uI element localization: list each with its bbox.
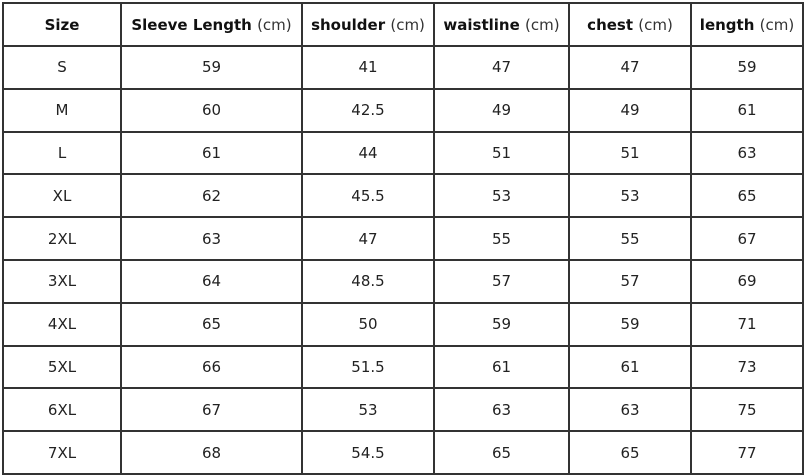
measurement-cell: 60 bbox=[120, 87, 303, 133]
measurement-cell: 75 bbox=[690, 387, 804, 433]
measurement-cell: 61 bbox=[568, 344, 692, 390]
header-row: Size Sleeve Length (cm) shoulder (cm) waist… bbox=[2, 2, 804, 47]
size-cell: 5XL bbox=[2, 344, 122, 390]
table-row: 5XL 66 51.5 61 61 73 bbox=[2, 344, 804, 390]
measurement-cell: 51 bbox=[568, 130, 692, 176]
size-cell: XL bbox=[2, 173, 122, 219]
measurement-cell: 65 bbox=[690, 173, 804, 219]
table-row: 6XL 67 53 63 63 75 bbox=[2, 387, 804, 433]
column-header-name: chest bbox=[587, 15, 634, 34]
table-row: 3XL 64 48.5 57 57 69 bbox=[2, 258, 804, 304]
measurement-cell: 59 bbox=[120, 45, 303, 90]
measurement-cell: 42.5 bbox=[301, 87, 435, 133]
size-cell: M bbox=[2, 87, 122, 133]
measurement-cell: 69 bbox=[690, 258, 804, 304]
column-header-unit: (cm) bbox=[390, 15, 425, 34]
measurement-cell: 53 bbox=[568, 173, 692, 219]
measurement-cell: 73 bbox=[690, 344, 804, 390]
size-cell: L bbox=[2, 130, 122, 176]
column-header-unit: (cm) bbox=[759, 15, 795, 34]
table-row: M 60 42.5 49 49 61 bbox=[2, 87, 804, 133]
column-header-unit: (cm) bbox=[638, 15, 673, 34]
measurement-cell: 51 bbox=[433, 130, 570, 176]
measurement-cell: 65 bbox=[433, 430, 570, 475]
column-header: chest (cm) bbox=[568, 2, 692, 47]
table-row: 2XL 63 47 55 55 67 bbox=[2, 216, 804, 261]
measurement-cell: 61 bbox=[690, 87, 804, 133]
measurement-cell: 63 bbox=[690, 130, 804, 176]
column-header: length (cm) bbox=[690, 2, 804, 47]
size-cell: 6XL bbox=[2, 387, 122, 433]
size-cell: 3XL bbox=[2, 258, 122, 304]
measurement-cell: 61 bbox=[120, 130, 303, 176]
measurement-cell: 49 bbox=[433, 87, 570, 133]
column-header: Size bbox=[2, 2, 122, 47]
measurement-cell: 59 bbox=[568, 301, 692, 347]
measurement-cell: 55 bbox=[568, 216, 692, 261]
measurement-cell: 77 bbox=[690, 430, 804, 475]
measurement-cell: 65 bbox=[568, 430, 692, 475]
measurement-cell: 50 bbox=[301, 301, 435, 347]
measurement-cell: 48.5 bbox=[301, 258, 435, 304]
measurement-cell: 47 bbox=[433, 45, 570, 90]
measurement-cell: 41 bbox=[301, 45, 435, 90]
table-row: S 59 41 47 47 59 bbox=[2, 45, 804, 90]
table-row: 7XL 68 54.5 65 65 77 bbox=[2, 430, 804, 475]
table-row: 4XL 65 50 59 59 71 bbox=[2, 301, 804, 347]
size-cell: 2XL bbox=[2, 216, 122, 261]
measurement-cell: 57 bbox=[568, 258, 692, 304]
size-cell: S bbox=[2, 45, 122, 90]
measurement-cell: 71 bbox=[690, 301, 804, 347]
measurement-cell: 63 bbox=[568, 387, 692, 433]
column-header: Sleeve Length (cm) bbox=[120, 2, 303, 47]
measurement-cell: 44 bbox=[301, 130, 435, 176]
column-header: waistline (cm) bbox=[433, 2, 570, 47]
measurement-cell: 59 bbox=[690, 45, 804, 90]
measurement-cell: 68 bbox=[120, 430, 303, 475]
measurement-cell: 53 bbox=[301, 387, 435, 433]
measurement-cell: 63 bbox=[120, 216, 303, 261]
measurement-cell: 49 bbox=[568, 87, 692, 133]
column-header-unit: (cm) bbox=[257, 15, 292, 34]
column-header-name: length bbox=[699, 15, 755, 34]
column-header-name: Sleeve Length bbox=[131, 15, 252, 34]
measurement-cell: 64 bbox=[120, 258, 303, 304]
measurement-cell: 62 bbox=[120, 173, 303, 219]
measurement-cell: 45.5 bbox=[301, 173, 435, 219]
column-header: shoulder (cm) bbox=[301, 2, 435, 47]
measurement-cell: 47 bbox=[568, 45, 692, 90]
measurement-cell: 61 bbox=[433, 344, 570, 390]
measurement-cell: 53 bbox=[433, 173, 570, 219]
measurement-cell: 65 bbox=[120, 301, 303, 347]
measurement-cell: 57 bbox=[433, 258, 570, 304]
measurement-cell: 67 bbox=[120, 387, 303, 433]
table-row: L 61 44 51 51 63 bbox=[2, 130, 804, 176]
measurement-cell: 67 bbox=[690, 216, 804, 261]
measurement-cell: 59 bbox=[433, 301, 570, 347]
measurement-cell: 63 bbox=[433, 387, 570, 433]
measurement-cell: 66 bbox=[120, 344, 303, 390]
column-header-name: Size bbox=[44, 15, 80, 34]
measurement-cell: 51.5 bbox=[301, 344, 435, 390]
column-header-name: waistline bbox=[443, 15, 520, 34]
measurement-cell: 54.5 bbox=[301, 430, 435, 475]
table-row: XL 62 45.5 53 53 65 bbox=[2, 173, 804, 219]
column-header-unit: (cm) bbox=[525, 15, 560, 34]
size-cell: 4XL bbox=[2, 301, 122, 347]
column-header-name: shoulder bbox=[311, 15, 386, 34]
measurement-cell: 55 bbox=[433, 216, 570, 261]
size-cell: 7XL bbox=[2, 430, 122, 475]
measurement-cell: 47 bbox=[301, 216, 435, 261]
